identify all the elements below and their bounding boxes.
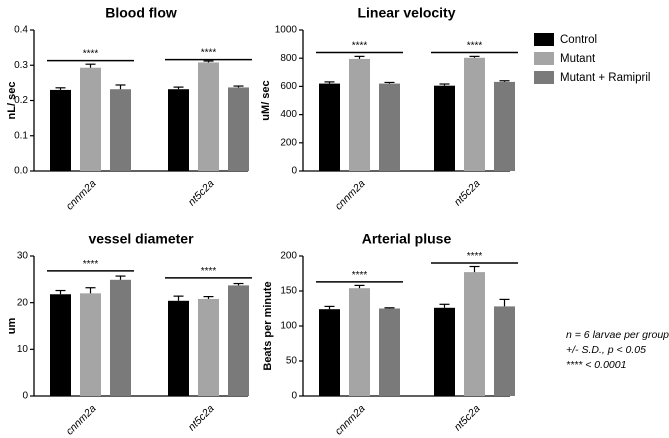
bar (349, 58, 370, 171)
x-tick-label: cnnm2a (64, 403, 99, 438)
y-tick-label: 0.2 (14, 95, 28, 106)
y-tick-label: 150 (280, 286, 297, 297)
legend-swatch (534, 71, 554, 84)
y-axis-label: um (6, 318, 18, 335)
y-tick-label: 0.1 (14, 130, 28, 141)
x-tick-label: nt5c2a (452, 178, 483, 209)
y-tick-label: 600 (280, 81, 297, 92)
note-statistics: +/- S.D., p < 0.05 (566, 344, 646, 356)
bar (434, 85, 455, 171)
significance-label: **** (201, 48, 217, 59)
bar (434, 307, 455, 396)
bar (80, 293, 101, 396)
x-tick-label: nt5c2a (186, 178, 217, 209)
significance-label: **** (83, 49, 99, 60)
chart-title: Linear velocity (357, 5, 455, 21)
y-tick-label: 0.4 (14, 25, 28, 36)
chart-title: Arterial pluse (362, 231, 452, 247)
significance-label: **** (352, 270, 368, 281)
legend-label: Mutant + Ramipril (560, 72, 650, 84)
y-tick-label: 50 (286, 356, 298, 367)
bar (319, 83, 340, 171)
bar (349, 288, 370, 396)
significance-label: **** (352, 41, 368, 52)
bar (50, 294, 71, 396)
chart-title: Blood flow (105, 5, 177, 21)
bar (228, 285, 249, 396)
y-axis-label: nL/ sec (6, 82, 18, 120)
y-tick-label: 200 (280, 251, 297, 262)
note-significance: **** < 0.0001 (566, 359, 627, 371)
bar (319, 309, 340, 396)
chart-panel-1: Blood flow nL/ sec 0.0 0.1 0.2 0.3 0.4 cnnm2a nt… (6, 5, 252, 213)
bar (110, 89, 131, 171)
bar (50, 89, 71, 171)
x-tick-label: cnnm2a (333, 403, 368, 438)
x-tick-label: cnnm2a (64, 178, 99, 213)
y-tick-label: 0.3 (14, 60, 28, 71)
bar (494, 81, 515, 171)
y-axis-label: uM/ sec (260, 80, 272, 120)
bar (494, 306, 515, 396)
bar (464, 272, 485, 396)
y-tick-label: 0.0 (14, 166, 28, 177)
chart-panel-2: Linear velocity uM/ sec 0 200 400 600 800 1000 c… (260, 5, 518, 213)
bar (379, 83, 400, 171)
y-tick-label: 0 (291, 391, 297, 402)
note-sample-size: n = 6 larvae per group (566, 329, 669, 341)
y-tick-label: 800 (280, 53, 297, 64)
y-tick-label: 200 (280, 137, 297, 148)
legend-swatch (534, 52, 554, 65)
bar (198, 62, 219, 171)
significance-label: **** (467, 41, 483, 52)
significance-label: **** (467, 251, 483, 262)
y-tick-label: 1000 (275, 25, 298, 36)
chart-panel-3: vessel diameter um 0 10 20 30 cnnm2a nt5c2a ****… (6, 231, 252, 438)
y-tick-label: 100 (280, 321, 297, 332)
bar (168, 300, 189, 396)
significance-label: **** (83, 259, 99, 270)
chart-title: vessel diameter (88, 231, 194, 247)
legend-swatch (534, 33, 554, 46)
x-tick-label: cnnm2a (333, 178, 368, 213)
y-tick-label: 20 (17, 297, 29, 308)
bar (379, 308, 400, 396)
bar (168, 89, 189, 171)
x-tick-label: nt5c2a (452, 403, 483, 434)
y-tick-label: 30 (17, 251, 29, 262)
bar (110, 279, 131, 396)
legend-label: Control (560, 34, 597, 46)
legend: Control Mutant Mutant + Ramipril (534, 33, 650, 84)
bar (80, 67, 101, 171)
y-tick-label: 400 (280, 109, 297, 120)
y-tick-label: 10 (17, 344, 29, 355)
y-tick-label: 0 (22, 391, 28, 402)
bar (464, 57, 485, 171)
significance-label: **** (201, 266, 217, 277)
bar (228, 87, 249, 171)
y-axis-label: Beats per minute (262, 281, 274, 370)
y-tick-label: 0 (291, 166, 297, 177)
legend-label: Mutant (560, 53, 596, 65)
chart-panel-4: Arterial pluse Beats per minute 0 50 100 150 2… (262, 231, 518, 438)
bar (198, 298, 219, 396)
x-tick-label: nt5c2a (186, 403, 217, 434)
